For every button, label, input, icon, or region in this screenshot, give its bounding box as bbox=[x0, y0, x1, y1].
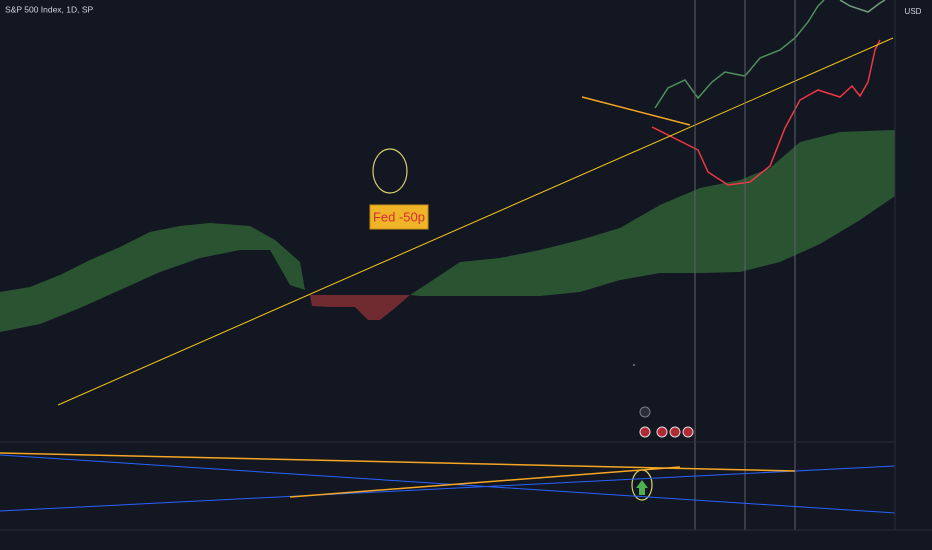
cloud-bearish bbox=[310, 295, 410, 320]
projection-line bbox=[839, 0, 886, 13]
currency: USD bbox=[905, 7, 922, 16]
event-icon bbox=[656, 426, 668, 438]
rsi-trend-line bbox=[289, 466, 681, 498]
rsi-trend-line bbox=[0, 454, 896, 514]
dot bbox=[633, 364, 635, 366]
up-arrow bbox=[636, 480, 648, 495]
cloud bbox=[410, 130, 895, 296]
trend-line bbox=[581, 96, 691, 126]
event-icon bbox=[639, 406, 651, 418]
event-icon bbox=[669, 426, 681, 438]
annotation-text: Fed -50p bbox=[373, 209, 425, 224]
highlight-ellipse bbox=[372, 148, 408, 194]
event-icon bbox=[682, 426, 694, 438]
annotation-box bbox=[369, 204, 429, 230]
trend-line bbox=[57, 37, 894, 406]
event-icon bbox=[639, 426, 651, 438]
projection-line bbox=[651, 39, 881, 186]
cloud bbox=[0, 223, 305, 332]
time-axis bbox=[0, 530, 932, 550]
rsi-trend-line bbox=[0, 465, 896, 512]
price-axis bbox=[895, 0, 932, 530]
chart-title: S&P 500 Index, 1D, SP bbox=[5, 4, 94, 14]
